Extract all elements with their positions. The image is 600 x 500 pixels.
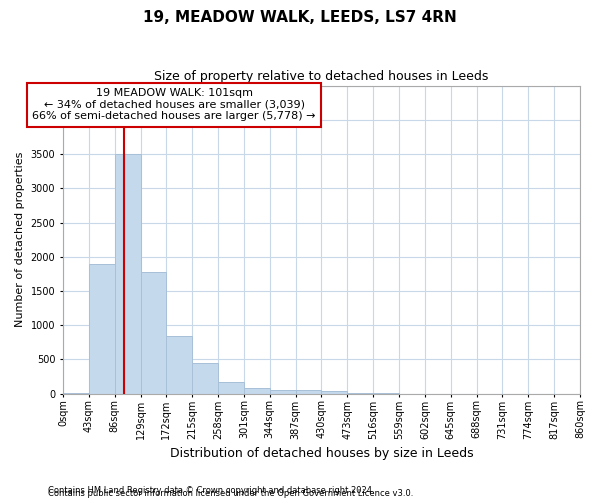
Bar bbox=[218, 382, 244, 394]
Text: Contains HM Land Registry data © Crown copyright and database right 2024.: Contains HM Land Registry data © Crown c… bbox=[48, 486, 374, 495]
Text: 19 MEADOW WALK: 101sqm
← 34% of detached houses are smaller (3,039)
66% of semi-: 19 MEADOW WALK: 101sqm ← 34% of detached… bbox=[32, 88, 316, 122]
Bar bbox=[140, 272, 166, 394]
Bar bbox=[192, 363, 218, 394]
Bar bbox=[270, 390, 296, 394]
Bar bbox=[296, 390, 322, 394]
Y-axis label: Number of detached properties: Number of detached properties bbox=[15, 152, 25, 328]
Bar bbox=[244, 388, 270, 394]
Text: 19, MEADOW WALK, LEEDS, LS7 4RN: 19, MEADOW WALK, LEEDS, LS7 4RN bbox=[143, 10, 457, 25]
Bar bbox=[166, 336, 192, 394]
Bar bbox=[322, 391, 347, 394]
Bar bbox=[347, 393, 373, 394]
Bar bbox=[89, 264, 115, 394]
Bar bbox=[115, 154, 140, 394]
X-axis label: Distribution of detached houses by size in Leeds: Distribution of detached houses by size … bbox=[170, 447, 473, 460]
Text: Contains public sector information licensed under the Open Government Licence v3: Contains public sector information licen… bbox=[48, 488, 413, 498]
Title: Size of property relative to detached houses in Leeds: Size of property relative to detached ho… bbox=[154, 70, 488, 83]
